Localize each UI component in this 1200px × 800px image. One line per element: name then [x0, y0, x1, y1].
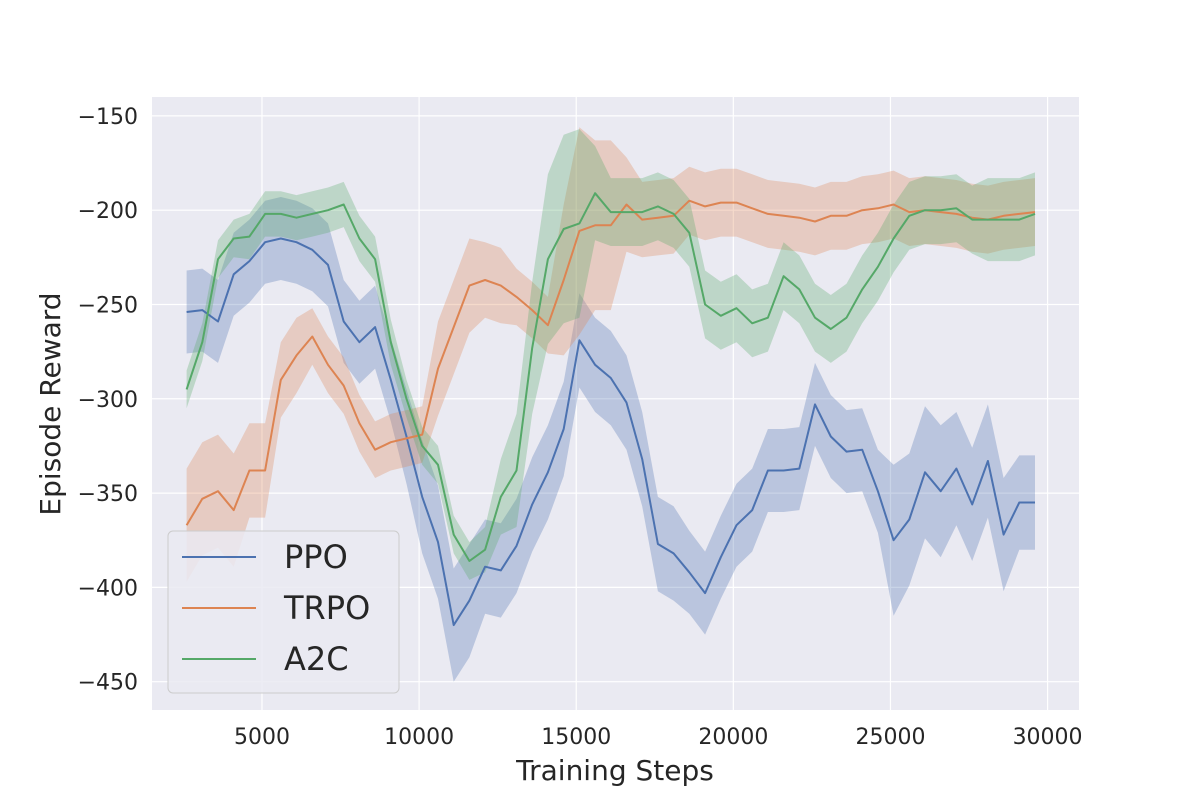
legend-label-a2c: A2C: [284, 640, 349, 678]
x-tick-label: 25000: [855, 725, 925, 750]
y-tick-labels: −150 −200 −250 −300 −350 −400 −450: [78, 105, 138, 696]
x-tick-label: 15000: [541, 725, 611, 750]
y-tick-label: −250: [78, 293, 138, 318]
legend-box: [167, 530, 400, 694]
x-tick-label: 5000: [234, 725, 290, 750]
y-tick-label: −200: [78, 199, 138, 224]
band-ppo: [186, 197, 1036, 682]
confidence-bands: [186, 127, 1036, 682]
x-tick-label: 10000: [384, 725, 454, 750]
y-tick-label: −350: [78, 482, 138, 507]
y-tick-label: −400: [78, 576, 138, 601]
line-trpo: [185, 199, 1036, 526]
legend-label-trpo: TRPO: [283, 589, 370, 627]
x-tick-labels: 5000 10000 15000 20000 25000 30000: [234, 725, 1083, 750]
x-tick-label: 30000: [1013, 725, 1083, 750]
series-lines: [185, 192, 1036, 627]
x-axis-title: Training Steps: [515, 754, 714, 787]
line-ppo: [186, 237, 1035, 627]
y-tick-label: −150: [78, 105, 138, 130]
y-axis-title: Episode Reward: [34, 292, 67, 515]
legend: PPO TRPO A2C: [167, 530, 400, 694]
x-tick-label: 20000: [698, 725, 768, 750]
band-trpo: [186, 127, 1036, 582]
grid-lines: [152, 97, 1079, 710]
legend-label-ppo: PPO: [284, 538, 348, 576]
band-a2c: [186, 129, 1036, 580]
y-tick-label: −300: [78, 388, 138, 413]
line-a2c: [185, 192, 1036, 562]
y-tick-label: −450: [78, 671, 138, 696]
